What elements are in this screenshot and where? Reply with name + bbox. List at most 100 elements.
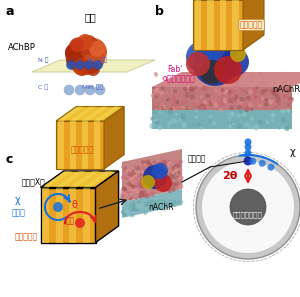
Circle shape [141, 206, 143, 209]
Polygon shape [56, 187, 62, 242]
Circle shape [210, 86, 212, 88]
Circle shape [129, 186, 131, 188]
Circle shape [138, 195, 141, 198]
Circle shape [247, 90, 249, 92]
Polygon shape [42, 171, 72, 187]
Circle shape [167, 200, 172, 205]
Text: nAChR: nAChR [148, 203, 173, 211]
Text: c: c [5, 153, 12, 166]
Circle shape [154, 162, 159, 166]
Circle shape [230, 111, 235, 116]
Circle shape [244, 138, 251, 146]
Circle shape [159, 200, 164, 204]
Circle shape [166, 92, 167, 94]
Circle shape [159, 91, 164, 95]
Circle shape [211, 93, 213, 95]
Circle shape [179, 161, 181, 163]
Circle shape [130, 213, 135, 217]
Circle shape [287, 86, 290, 89]
Circle shape [226, 93, 227, 94]
Circle shape [236, 94, 238, 96]
Circle shape [274, 102, 278, 106]
Circle shape [161, 106, 164, 108]
Circle shape [208, 100, 211, 103]
Circle shape [171, 166, 175, 170]
Circle shape [272, 119, 277, 124]
Circle shape [262, 98, 265, 101]
Circle shape [176, 101, 179, 105]
Circle shape [162, 203, 164, 205]
Circle shape [168, 185, 171, 188]
Circle shape [137, 191, 142, 195]
Circle shape [86, 62, 100, 76]
Circle shape [169, 187, 171, 189]
Circle shape [213, 82, 215, 84]
Circle shape [182, 106, 184, 109]
Circle shape [186, 97, 190, 102]
Circle shape [167, 99, 168, 101]
Polygon shape [95, 171, 119, 242]
Circle shape [158, 165, 161, 168]
Polygon shape [56, 107, 124, 121]
Circle shape [175, 113, 178, 116]
Circle shape [67, 39, 103, 75]
Circle shape [138, 181, 141, 184]
Circle shape [174, 164, 179, 169]
Circle shape [151, 94, 155, 98]
Circle shape [180, 200, 183, 203]
Circle shape [275, 99, 281, 104]
Circle shape [129, 212, 133, 217]
Circle shape [226, 99, 229, 101]
Circle shape [149, 123, 155, 129]
Circle shape [158, 199, 163, 205]
Circle shape [284, 94, 288, 98]
Circle shape [160, 104, 163, 107]
Circle shape [158, 168, 160, 170]
Circle shape [248, 78, 249, 79]
Circle shape [170, 185, 173, 188]
Text: ビームストップ: ビームストップ [233, 212, 263, 218]
Circle shape [132, 185, 136, 189]
Circle shape [121, 209, 126, 215]
Circle shape [158, 125, 163, 130]
Circle shape [225, 99, 227, 101]
Circle shape [219, 100, 224, 106]
Circle shape [139, 178, 143, 181]
Circle shape [174, 205, 176, 207]
Circle shape [277, 102, 280, 105]
Circle shape [221, 48, 249, 76]
Circle shape [154, 88, 159, 93]
Circle shape [127, 181, 131, 186]
Circle shape [242, 73, 244, 75]
Circle shape [248, 102, 253, 108]
Circle shape [128, 187, 132, 192]
Circle shape [146, 159, 151, 165]
Circle shape [228, 125, 233, 129]
Circle shape [159, 110, 163, 114]
Circle shape [154, 163, 160, 168]
Circle shape [200, 127, 202, 130]
Circle shape [65, 42, 89, 66]
Circle shape [126, 178, 128, 180]
Circle shape [271, 119, 274, 122]
Circle shape [198, 77, 200, 79]
Circle shape [161, 162, 165, 166]
Circle shape [152, 181, 155, 184]
Circle shape [157, 200, 162, 205]
Circle shape [122, 189, 125, 193]
Circle shape [181, 116, 186, 121]
Circle shape [162, 108, 164, 110]
Circle shape [274, 104, 277, 107]
Circle shape [168, 173, 173, 178]
Text: Met タグ: Met タグ [82, 84, 103, 90]
Circle shape [258, 78, 262, 82]
Circle shape [175, 176, 181, 181]
Circle shape [144, 210, 146, 211]
Circle shape [172, 95, 177, 99]
Circle shape [154, 200, 157, 204]
Circle shape [276, 95, 278, 97]
Circle shape [211, 77, 212, 78]
Circle shape [176, 178, 178, 180]
Circle shape [265, 89, 266, 91]
Circle shape [288, 97, 292, 101]
